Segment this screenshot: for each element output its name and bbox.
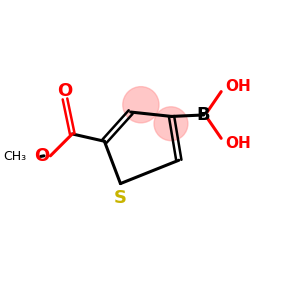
Text: OH: OH bbox=[226, 136, 251, 151]
Circle shape bbox=[154, 107, 188, 141]
Text: B: B bbox=[197, 106, 211, 124]
Text: OH: OH bbox=[226, 79, 251, 94]
Text: O: O bbox=[57, 82, 73, 100]
Text: S: S bbox=[114, 189, 127, 207]
Text: O: O bbox=[34, 147, 49, 165]
Circle shape bbox=[123, 87, 159, 123]
Text: CH₃: CH₃ bbox=[3, 150, 26, 163]
